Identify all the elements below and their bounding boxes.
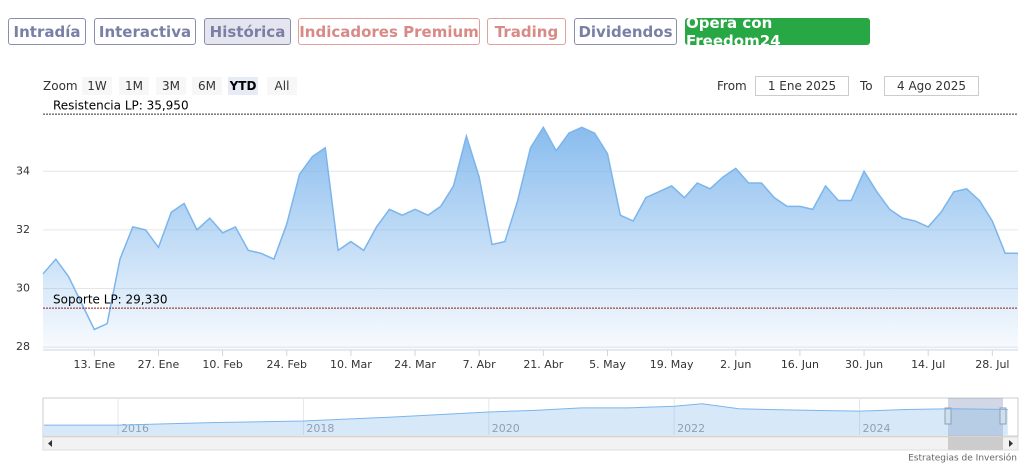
line	[42, 125, 1018, 331]
x-tick-label: 10. Feb	[202, 358, 242, 371]
y-tick-label: 30	[16, 281, 30, 294]
x-tick-label: 19. May	[650, 358, 694, 371]
tab[interactable]: Indicadores Premium	[298, 18, 480, 45]
area-fill	[43, 127, 1018, 350]
to-label: To	[860, 79, 873, 93]
navigator-tick-label: 2018	[306, 422, 334, 435]
tab[interactable]: Trading	[487, 18, 566, 45]
x-tick-label: 28. Jul	[975, 358, 1009, 371]
x-tick-label: 5. May	[589, 358, 626, 371]
zoom-button[interactable]: 1M	[119, 77, 149, 95]
navigator-tick-label: 2022	[677, 422, 705, 435]
y-tick-label: 32	[16, 223, 30, 236]
tab[interactable]: Intradía	[8, 18, 86, 45]
tab[interactable]: Histórica	[204, 18, 291, 45]
x-tick-label: 16. Jun	[781, 358, 819, 371]
plot-line-label: Resistencia LP: 35,950	[53, 99, 189, 113]
navigator-area	[43, 403, 1008, 435]
x-tick-label: 14. Jul	[911, 358, 945, 371]
zoom-button[interactable]: All	[267, 77, 297, 95]
y-tick-label: 28	[16, 340, 30, 353]
x-tick-label: 21. Abr	[523, 358, 563, 371]
x-tick-label: 27. Ene	[138, 358, 180, 371]
scrollbar-thumb[interactable]	[948, 437, 1003, 450]
x-tick-label: 10. Mar	[330, 358, 372, 371]
navigator-frame	[42, 397, 1019, 437]
navigator-line	[43, 403, 1008, 426]
x-tick-label: 13. Ene	[73, 358, 115, 371]
navigator-tick-label: 2024	[863, 422, 891, 435]
navigator-handle[interactable]	[999, 407, 1007, 425]
scroll-right[interactable]	[1009, 440, 1013, 447]
zoom-button[interactable]: YTD	[228, 77, 258, 95]
x-tick-label: 24. Mar	[394, 358, 436, 371]
from-label: From	[717, 79, 747, 93]
zoom-button[interactable]: 6M	[192, 77, 222, 95]
tab[interactable]: Opera con Freedom24	[685, 14, 870, 50]
to-input[interactable]: 4 Ago 2025	[884, 76, 979, 96]
tab[interactable]: Interactiva	[94, 18, 196, 45]
tab[interactable]: Dividendos	[574, 18, 677, 45]
navigator-mask[interactable]	[948, 398, 1003, 436]
x-tick-label: 2. Jun	[720, 358, 751, 371]
zoom-label: Zoom	[43, 79, 78, 93]
y-tick-label: 34	[16, 164, 30, 177]
from-input[interactable]: 1 Ene 2025	[755, 76, 849, 96]
x-tick-label: 30. Jun	[845, 358, 883, 371]
scroll-left[interactable]	[48, 440, 52, 447]
credit: Estrategias de Inversión	[908, 453, 1017, 464]
scrollbar[interactable]	[42, 436, 1019, 451]
plot-line-label: Soporte LP: 29,330	[53, 293, 168, 307]
navigator-tick-label: 2020	[492, 422, 520, 435]
zoom-button[interactable]: 1W	[82, 77, 112, 95]
x-tick-label: 7. Abr	[463, 358, 496, 371]
x-tick-label: 24. Feb	[267, 358, 307, 371]
zoom-button[interactable]: 3M	[156, 77, 186, 95]
navigator-handle[interactable]	[944, 407, 952, 425]
